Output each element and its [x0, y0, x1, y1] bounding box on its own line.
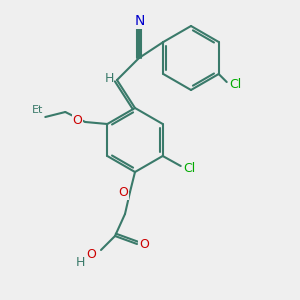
- Text: H: H: [75, 256, 85, 268]
- Text: O: O: [72, 115, 82, 128]
- Text: N: N: [135, 14, 145, 28]
- Text: O: O: [86, 248, 96, 262]
- Text: Cl: Cl: [230, 79, 242, 92]
- Text: H: H: [104, 71, 114, 85]
- Text: O: O: [139, 238, 149, 250]
- Text: Cl: Cl: [184, 161, 196, 175]
- Text: Et: Et: [32, 105, 43, 115]
- Text: O: O: [118, 187, 128, 200]
